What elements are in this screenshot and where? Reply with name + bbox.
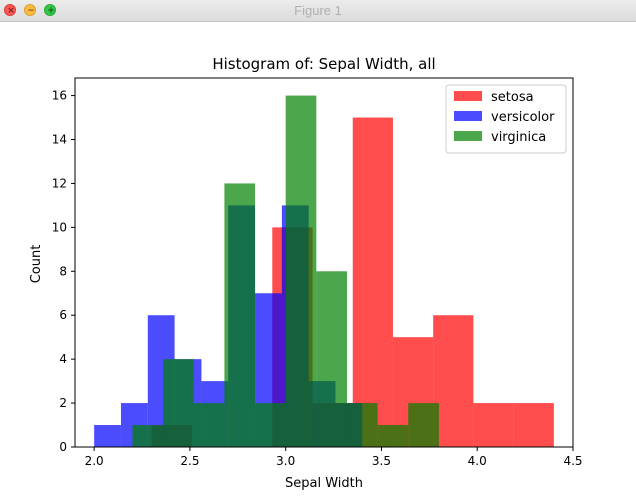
bar-virginica	[193, 403, 225, 447]
x-tick-label: 2.0	[85, 454, 104, 468]
minimize-window-button[interactable]: −	[24, 4, 36, 16]
x-tick-label: 3.0	[276, 454, 295, 468]
chart-title: Histogram of: Sepal Width, all	[212, 55, 435, 73]
axes-frame	[74, 77, 574, 448]
window-titlebar: × − + Figure 1	[0, 0, 636, 22]
bar-virginica	[316, 271, 347, 447]
y-tick-label: 14	[52, 133, 67, 147]
y-tick-label: 6	[59, 308, 67, 322]
bar-virginica	[408, 403, 439, 447]
legend-label-setosa: setosa	[491, 90, 534, 105]
y-tick-label: 0	[59, 440, 67, 454]
x-tick-label: 2.5	[180, 454, 199, 468]
legend-swatch-setosa	[454, 91, 482, 101]
maximize-window-button[interactable]: +	[44, 4, 56, 16]
close-icon: ×	[7, 6, 15, 16]
close-window-button[interactable]: ×	[4, 4, 16, 16]
bar-virginica	[346, 403, 378, 447]
bar-setosa	[433, 315, 474, 447]
x-axis-label: Sepal Width	[285, 476, 363, 491]
bar-versicolor	[94, 425, 121, 447]
bar-setosa	[513, 403, 554, 447]
bar-setosa	[352, 117, 393, 448]
y-tick-label: 2	[59, 396, 67, 410]
bar-setosa	[473, 403, 514, 447]
legend-label-virginica: virginica	[491, 130, 546, 145]
y-tick-label: 8	[59, 264, 67, 278]
x-tick-label: 4.0	[468, 454, 487, 468]
legend-label-versicolor: versicolor	[491, 110, 555, 125]
minimize-icon: −	[27, 6, 35, 16]
y-tick-label: 12	[52, 176, 67, 190]
y-tick-label: 16	[52, 89, 67, 103]
x-tick-label: 4.5	[563, 454, 582, 468]
ticks-layer: 2.0 2.5 3.0 3.5 4.0 4.5 0 2 4 6 8 10 12 14 16	[52, 89, 583, 468]
legend-swatch-versicolor	[454, 111, 482, 121]
bar-virginica	[255, 403, 286, 447]
y-tick-label: 10	[52, 220, 67, 234]
x-tick-label: 3.5	[372, 454, 391, 468]
maximize-icon: +	[47, 6, 55, 16]
bar-virginica	[163, 359, 194, 447]
bar-virginica	[132, 425, 164, 447]
legend-swatch-virginica	[454, 131, 482, 141]
bar-virginica	[285, 95, 317, 448]
histogram-chart: Histogram of: Sepal Width, all 2.0 2.5 3.0…	[29, 55, 583, 491]
bar-virginica	[377, 425, 409, 447]
y-tick-label: 4	[59, 352, 67, 366]
y-axis-label: Count	[29, 245, 44, 284]
window-title: Figure 1	[294, 3, 342, 18]
bar-virginica	[224, 183, 256, 447]
legend: setosa versicolor virginica	[445, 84, 567, 154]
bars-layer	[94, 95, 554, 448]
